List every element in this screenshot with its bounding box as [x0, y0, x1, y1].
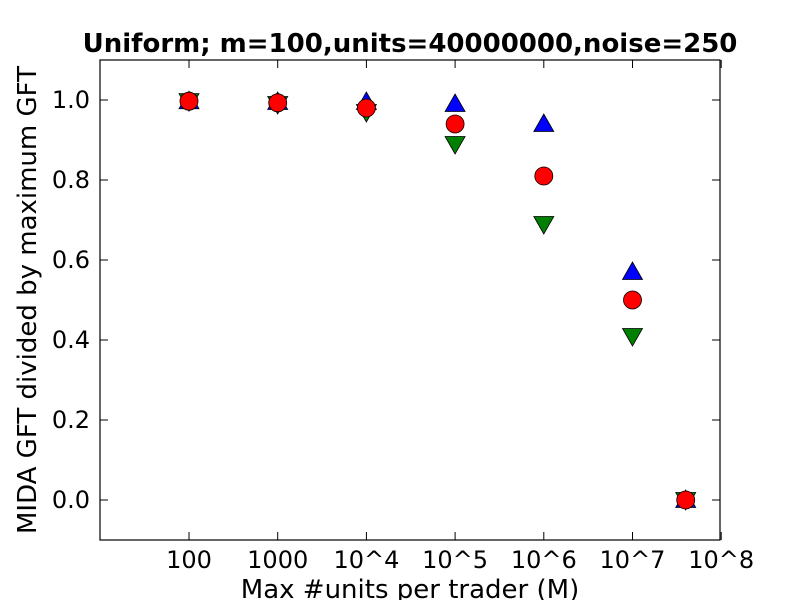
- y-axis: 0.0 0.2 0.4 0.6 0.8 1.0: [52, 86, 720, 514]
- data-point-circle: [445, 114, 465, 134]
- x-axis: 100 1000 10^4 10^5 10^6 10^7 10^8: [166, 60, 754, 574]
- x-tick-label: 10^4: [333, 546, 399, 574]
- plot-area: [178, 90, 697, 511]
- x-tick-label: 10^7: [600, 546, 666, 574]
- y-tick-label: 0.4: [52, 326, 90, 354]
- x-tick-label: 10^8: [688, 546, 754, 574]
- x-tick-label: 1000: [247, 546, 308, 574]
- y-tick-label: 0.0: [52, 486, 90, 514]
- data-point-circle: [676, 490, 696, 510]
- plot-frame: [99, 59, 721, 541]
- x-tick-label: 100: [166, 546, 212, 574]
- data-point-circle: [268, 93, 288, 113]
- y-tick-label: 0.6: [52, 246, 90, 274]
- y-tick-label: 1.0: [52, 86, 90, 114]
- data-point-triangle-down: [444, 136, 466, 155]
- data-point-circle: [356, 98, 376, 118]
- y-tick-label: 0.8: [52, 166, 90, 194]
- data-point-triangle-up: [533, 113, 555, 132]
- x-tick-label: 10^5: [422, 546, 488, 574]
- x-tick-label: 10^6: [511, 546, 577, 574]
- x-axis-label: Max #units per trader (M): [241, 575, 579, 600]
- y-axis-label: MIDA GFT divided by maximum GFT: [13, 66, 43, 534]
- data-point-triangle-down: [621, 328, 644, 347]
- y-tick-label: 0.2: [52, 406, 90, 434]
- data-point-triangle-down: [533, 216, 555, 235]
- data-point-triangle-up: [621, 261, 644, 280]
- data-point-circle: [623, 290, 642, 310]
- data-point-triangle-up: [444, 93, 466, 112]
- data-point-circle: [534, 166, 554, 186]
- chart-title: Uniform; m=100,units=40000000,noise=250: [83, 29, 738, 59]
- data-point-circle: [179, 91, 199, 111]
